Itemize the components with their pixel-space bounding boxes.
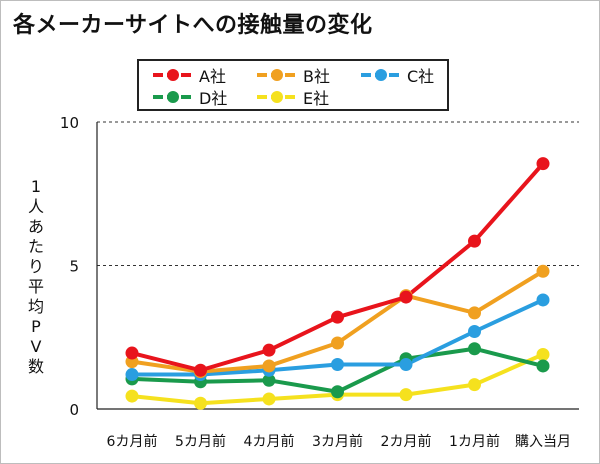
data-point-E社 <box>194 396 207 410</box>
data-point-E社 <box>399 388 413 402</box>
x-tick-label: 2カ月前 <box>381 433 432 450</box>
data-point-B社 <box>536 264 550 278</box>
data-point-A社 <box>536 157 550 171</box>
legend-swatch <box>257 91 297 103</box>
data-point-B社 <box>331 336 344 350</box>
data-point-E社 <box>536 347 550 361</box>
data-point-C社 <box>536 293 550 307</box>
chart-title: 各メーカーサイトへの接触量の変化 <box>13 13 373 38</box>
data-point-E社 <box>125 389 139 403</box>
legend-label: C社 <box>407 67 435 86</box>
legend-item-C社: C社 <box>359 64 434 86</box>
y-tick-label-5: 5 <box>69 258 79 276</box>
legend-item-D社: D社 <box>151 86 227 108</box>
data-point-B社 <box>468 306 481 320</box>
data-point-D社 <box>262 373 276 387</box>
data-point-C社 <box>125 368 139 382</box>
data-point-D社 <box>331 385 344 399</box>
legend-label: E社 <box>303 89 330 108</box>
legend-swatch-marker <box>375 69 387 81</box>
data-point-A社 <box>468 234 481 248</box>
x-tick-label: 3カ月前 <box>312 433 363 450</box>
x-tick-label: 6カ月前 <box>107 433 158 450</box>
legend-item-B社: B社 <box>255 64 330 86</box>
x-tick-label: 1カ月前 <box>449 433 500 450</box>
data-point-A社 <box>194 363 207 377</box>
data-point-A社 <box>331 310 344 324</box>
legend-swatch-marker <box>167 91 179 103</box>
y-axis-label: 1人あたり平均PV数 <box>27 177 44 376</box>
x-tick-label: 4カ月前 <box>244 433 295 450</box>
legend-label: B社 <box>303 67 330 86</box>
legend: A社 B社 C社 D社 E社 <box>137 59 449 111</box>
legend-label: D社 <box>199 89 228 108</box>
legend-item-A社: A社 <box>151 64 226 86</box>
x-tick-label: 5カ月前 <box>175 433 226 450</box>
data-point-D社 <box>536 359 550 373</box>
y-tick-label-0: 0 <box>69 401 79 419</box>
legend-label: A社 <box>199 67 226 86</box>
data-point-C社 <box>331 358 344 372</box>
data-point-A社 <box>262 343 276 357</box>
data-point-C社 <box>468 325 481 339</box>
legend-swatch <box>153 91 193 103</box>
data-point-E社 <box>262 392 276 406</box>
y-tick-label-10: 10 <box>60 114 79 132</box>
data-point-E社 <box>468 378 481 392</box>
x-tick-label: 購入当月 <box>515 434 571 450</box>
legend-swatch <box>361 69 401 81</box>
legend-item-E社: E社 <box>255 86 329 108</box>
data-point-A社 <box>125 346 139 360</box>
data-point-D社 <box>468 342 481 356</box>
data-point-A社 <box>399 290 413 304</box>
legend-swatch-marker <box>271 69 283 81</box>
data-point-B社 <box>262 359 276 373</box>
legend-swatch-marker <box>271 91 283 103</box>
data-point-C社 <box>399 358 413 372</box>
legend-swatch <box>153 69 193 81</box>
legend-swatch <box>257 69 297 81</box>
legend-swatch-marker <box>167 69 179 81</box>
